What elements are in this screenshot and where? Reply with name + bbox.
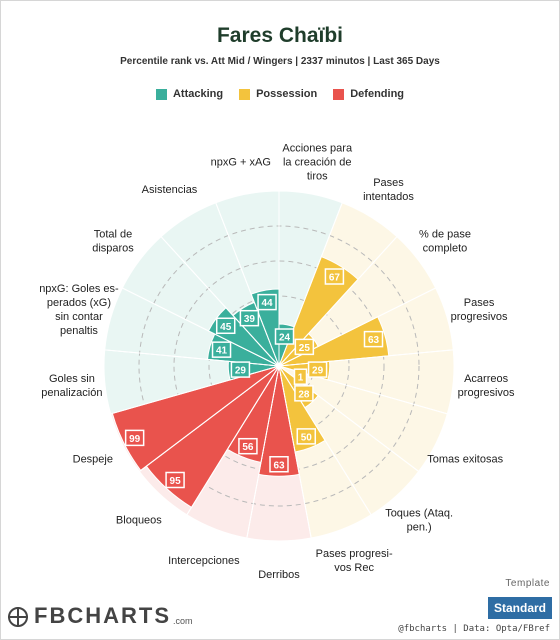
chart-legend: Attacking Possession Defending xyxy=(0,88,560,100)
value-label-pases-progresivos: 63 xyxy=(368,335,380,346)
value-label-de-pase-completo: 25 xyxy=(299,343,311,354)
value-label-despeje: 99 xyxy=(129,434,141,445)
legend-swatch-defending xyxy=(333,88,345,100)
value-label-pases-intentados: 67 xyxy=(329,273,341,284)
legend-item-attacking[interactable]: Attacking xyxy=(155,88,224,100)
value-label-toques-ataq-pen: 28 xyxy=(298,389,310,400)
legend-label-defending: Defending xyxy=(350,88,405,100)
radar-spoke xyxy=(110,365,280,415)
value-label-pases-progresivos-rec: 50 xyxy=(301,432,313,443)
value-box-total-de-disparos xyxy=(215,317,236,335)
value-box-tomas-exitosas xyxy=(293,368,308,385)
category-label-pases-progresivos-rec: Pases progresi-vos Rec xyxy=(316,548,393,574)
category-label-intercepciones: Intercepciones xyxy=(168,555,240,567)
value-label-derribos: 63 xyxy=(273,460,285,471)
legend-swatch-attacking xyxy=(155,88,167,100)
value-box-acciones-para-la-creacion-de-tiros xyxy=(274,328,295,345)
legend-item-defending[interactable]: Defending xyxy=(333,88,404,100)
category-label-total-de-disparos: Total de disparos xyxy=(92,229,134,255)
value-label-npxg-goles-esperados-xg-sin-contar-penaltis: 41 xyxy=(216,346,228,357)
value-label-asistencias: 39 xyxy=(244,314,256,325)
value-box-goles-sin-penalizacion xyxy=(230,361,251,378)
pitch-circle-icon xyxy=(8,607,28,627)
category-label-pases-progresivos: Pases progresivos xyxy=(451,297,508,323)
value-label-npxg-xag: 44 xyxy=(261,298,273,309)
logo-text: FBCHARTS xyxy=(34,603,171,628)
category-label-despeje: Despeje xyxy=(73,454,113,466)
legend-swatch-possession xyxy=(239,88,251,100)
category-label-acciones-para-la-creacion-de-tiros: Acciones para la creación de tiros xyxy=(282,143,353,183)
category-label-derribos: Derribos xyxy=(258,569,300,581)
value-box-asistencias xyxy=(239,309,260,327)
chart-title: Fares Chaïbi xyxy=(216,24,344,47)
value-box-intercepciones xyxy=(238,437,258,455)
value-label-goles-sin-penalizacion: 29 xyxy=(235,366,247,377)
radar-spoke xyxy=(122,287,280,367)
legend-label-possession: Possession xyxy=(256,88,318,100)
value-box-pases-progresivos xyxy=(363,330,384,348)
category-label-npxg-xag: npxG + xAG xyxy=(211,157,271,169)
radar-spoke xyxy=(215,202,280,367)
value-label-bloqueos: 95 xyxy=(170,476,182,487)
radar-spoke xyxy=(139,365,280,472)
fbcharts-logo: FBCHARTS .com xyxy=(8,605,193,627)
value-label-total-de-disparos: 45 xyxy=(220,322,232,333)
value-box-npxg-xag xyxy=(257,293,277,311)
category-label-pases-intentados: Pases intentados xyxy=(363,177,414,203)
value-box-acarreos-progresivos xyxy=(307,361,328,378)
radar-spoke xyxy=(278,365,312,539)
value-label-tomas-exitosas: 1 xyxy=(298,373,304,384)
chart-subtitle: Percentile rank vs. Att Mid / Wingers | … xyxy=(120,56,440,67)
legend-item-possession[interactable]: Possession xyxy=(239,88,317,100)
value-box-pases-progresivos-rec xyxy=(296,428,317,445)
logo-suffix: .com xyxy=(173,616,193,626)
value-label-acarreos-progresivos: 29 xyxy=(312,366,324,377)
radar-spoke xyxy=(160,236,280,367)
category-label-asistencias: Asistencias xyxy=(142,184,198,196)
category-label-acarreos-progresivos: Acarreos progresivos xyxy=(458,373,515,399)
value-label-intercepciones: 56 xyxy=(242,442,254,453)
value-box-bloqueos xyxy=(165,471,185,489)
category-label-toques-ataq-pen: Toques (Ataq. pen.) xyxy=(385,508,453,534)
category-label-npxg-goles-esperados-xg-sin-contar-penaltis: npxG: Goles es-perados (xG) sin contar pen… xyxy=(39,283,119,337)
category-label-de-pase-completo: % de pase completo xyxy=(419,229,471,255)
template-label: Template xyxy=(505,578,550,589)
radar-spoke xyxy=(186,365,280,516)
legend-label-attacking: Attacking xyxy=(172,88,224,100)
value-box-npxg-goles-esperados-xg-sin-contar-penaltis xyxy=(211,341,232,358)
value-box-pases-intentados xyxy=(324,268,345,285)
footer-credit: @fbcharts | Data: Opta/FBref xyxy=(398,624,550,634)
value-label-acciones-para-la-creacion-de-tiros: 24 xyxy=(279,333,291,344)
value-box-despeje xyxy=(124,429,145,447)
value-box-derribos xyxy=(269,456,289,473)
radar-spoke xyxy=(246,365,280,539)
category-label-goles-sin-penalizacion: Goles sin penalización xyxy=(41,373,102,399)
value-box-toques-ataq-pen xyxy=(294,385,314,402)
template-standard-button[interactable]: Standard xyxy=(488,597,552,619)
value-box-de-pase-completo xyxy=(294,338,315,356)
category-label-bloqueos: Bloqueos xyxy=(116,515,162,527)
category-label-tomas-exitosas: Tomas exitosas xyxy=(427,454,503,466)
